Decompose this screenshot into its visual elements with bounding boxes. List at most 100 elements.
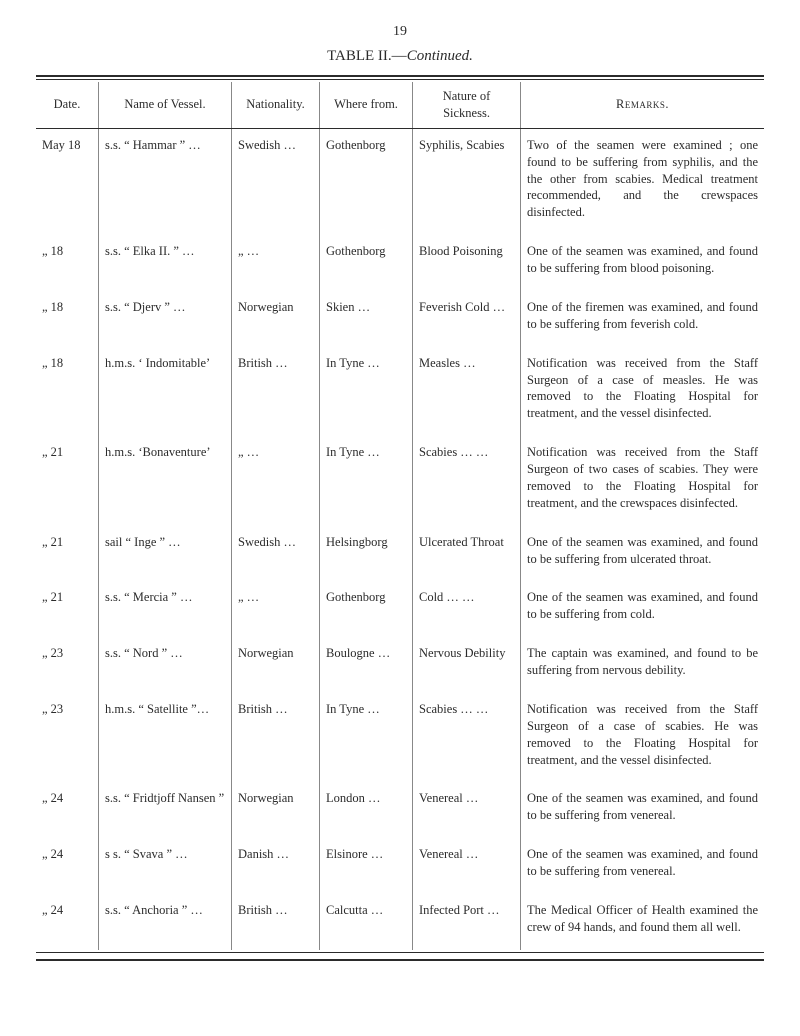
cell-remarks: Notification was received from the Staff… (521, 693, 765, 783)
cell-nationality: Norwegian (232, 637, 320, 693)
col-header-nationality: Nationality. (232, 82, 320, 128)
table-row: „ 23h.m.s. “ Satellite ”…British …In Tyn… (36, 693, 764, 783)
cell-where: Gothenborg (320, 235, 413, 291)
cell-vessel: s.s. “ Anchoria ” … (99, 894, 232, 950)
cell-nationality: „ … (232, 235, 320, 291)
title-prefix: TABLE II.— (327, 48, 407, 64)
cell-remarks: Notification was received from the Staff… (521, 347, 765, 437)
document-page: 19 TABLE II.—Continued. Date. Name of Ve… (0, 0, 800, 1003)
cell-nature: Feverish Cold … (413, 291, 521, 347)
table-row: „ 18h.m.s. ‘ Indomitable’British …In Tyn… (36, 347, 764, 437)
cell-where: Gothenborg (320, 581, 413, 637)
cell-nature: Scabies … … (413, 693, 521, 783)
cell-remarks: One of the seamen was examined, and foun… (521, 581, 765, 637)
cell-nature: Blood Poisoning (413, 235, 521, 291)
col-header-date: Date. (36, 82, 99, 128)
cell-nationality: Swedish … (232, 129, 320, 235)
table-row: „ 18s.s. “ Djerv ” …NorwegianSkien …Feve… (36, 291, 764, 347)
cell-nationality: British … (232, 894, 320, 950)
cell-vessel: s s. “ Svava ” … (99, 838, 232, 894)
table-row: „ 23s.s. “ Nord ” …NorwegianBoulogne …Ne… (36, 637, 764, 693)
table-row: „ 18s.s. “ Elka II. ” …„ …GothenborgBloo… (36, 235, 764, 291)
cell-vessel: s.s. “ Djerv ” … (99, 291, 232, 347)
col-header-nature: Nature of Sickness. (413, 82, 521, 128)
cell-date: May 18 (36, 129, 99, 235)
cell-vessel: sail “ Inge ” … (99, 526, 232, 582)
cell-nature: Measles … (413, 347, 521, 437)
vessel-table: Date. Name of Vessel. Nationality. Where… (36, 82, 764, 950)
cell-remarks: One of the seamen was examined, and foun… (521, 526, 765, 582)
cell-vessel: h.m.s. ‘Bonaventure’ (99, 436, 232, 526)
cell-remarks: One of the seamen was examined, and foun… (521, 235, 765, 291)
cell-vessel: s.s. “ Elka II. ” … (99, 235, 232, 291)
bottom-thin-rule (36, 952, 764, 953)
cell-date: „ 23 (36, 693, 99, 783)
cell-date: „ 21 (36, 526, 99, 582)
cell-nationality: „ … (232, 581, 320, 637)
cell-where: Elsinore … (320, 838, 413, 894)
cell-vessel: s.s. “ Hammar ” … (99, 129, 232, 235)
cell-remarks: Notification was received from the Staff… (521, 436, 765, 526)
table-row: „ 21s.s. “ Mercia ” …„ …GothenborgCold …… (36, 581, 764, 637)
cell-nationality: British … (232, 347, 320, 437)
cell-date: „ 23 (36, 637, 99, 693)
table-row: „ 24s.s. “ Fridtjoff Nansen ”NorwegianLo… (36, 782, 764, 838)
cell-where: London … (320, 782, 413, 838)
cell-nationality: „ … (232, 436, 320, 526)
table-title: TABLE II.—Continued. (36, 48, 764, 65)
cell-vessel: s.s. “ Nord ” … (99, 637, 232, 693)
table-row: May 18s.s. “ Hammar ” …Swedish …Gothenbo… (36, 129, 764, 235)
cell-date: „ 24 (36, 782, 99, 838)
cell-nationality: Swedish … (232, 526, 320, 582)
cell-nature: Scabies … … (413, 436, 521, 526)
top-thick-rule (36, 75, 764, 77)
cell-nature: Venereal … (413, 838, 521, 894)
cell-remarks: One of the seamen was examined, and foun… (521, 838, 765, 894)
cell-date: „ 24 (36, 838, 99, 894)
cell-date: „ 24 (36, 894, 99, 950)
cell-where: Gothenborg (320, 129, 413, 235)
cell-date: „ 18 (36, 235, 99, 291)
cell-remarks: The captain was examined, and found to b… (521, 637, 765, 693)
cell-remarks: One of the firemen was examined, and fou… (521, 291, 765, 347)
cell-nationality: Norwegian (232, 782, 320, 838)
cell-date: „ 18 (36, 347, 99, 437)
table-row: „ 21h.m.s. ‘Bonaventure’„ …In Tyne …Scab… (36, 436, 764, 526)
table-row: „ 24s s. “ Svava ” …Danish …Elsinore …Ve… (36, 838, 764, 894)
top-thin-rule (36, 79, 764, 80)
cell-where: In Tyne … (320, 436, 413, 526)
cell-nature: Syphilis, Scabies (413, 129, 521, 235)
cell-remarks: One of the seamen was examined, and foun… (521, 782, 765, 838)
cell-date: „ 21 (36, 436, 99, 526)
page-number: 19 (36, 24, 764, 40)
cell-nationality: Norwegian (232, 291, 320, 347)
cell-where: In Tyne … (320, 693, 413, 783)
cell-remarks: Two of the seamen were examined ; one fo… (521, 129, 765, 235)
cell-where: Calcutta … (320, 894, 413, 950)
cell-where: Boulogne … (320, 637, 413, 693)
cell-nature: Nervous Debility (413, 637, 521, 693)
cell-vessel: h.m.s. “ Satellite ”… (99, 693, 232, 783)
cell-date: „ 21 (36, 581, 99, 637)
cell-where: In Tyne … (320, 347, 413, 437)
cell-where: Skien … (320, 291, 413, 347)
cell-vessel: h.m.s. ‘ Indomitable’ (99, 347, 232, 437)
table-row: „ 21sail “ Inge ” …Swedish …HelsingborgU… (36, 526, 764, 582)
cell-remarks: The Medical Officer of Health examined t… (521, 894, 765, 950)
col-header-where: Where from. (320, 82, 413, 128)
table-row: „ 24s.s. “ Anchoria ” …British …Calcutta… (36, 894, 764, 950)
cell-nature: Ulcerated Throat (413, 526, 521, 582)
header-row: Date. Name of Vessel. Nationality. Where… (36, 82, 764, 128)
cell-where: Helsingborg (320, 526, 413, 582)
bottom-thick-rule (36, 959, 764, 961)
title-suffix: Continued. (407, 48, 473, 64)
col-header-remarks: Remarks. (521, 82, 765, 128)
cell-vessel: s.s. “ Mercia ” … (99, 581, 232, 637)
cell-nature: Cold … … (413, 581, 521, 637)
cell-nationality: Danish … (232, 838, 320, 894)
cell-nationality: British … (232, 693, 320, 783)
cell-vessel: s.s. “ Fridtjoff Nansen ” (99, 782, 232, 838)
cell-date: „ 18 (36, 291, 99, 347)
col-header-vessel: Name of Vessel. (99, 82, 232, 128)
cell-nature: Infected Port … (413, 894, 521, 950)
